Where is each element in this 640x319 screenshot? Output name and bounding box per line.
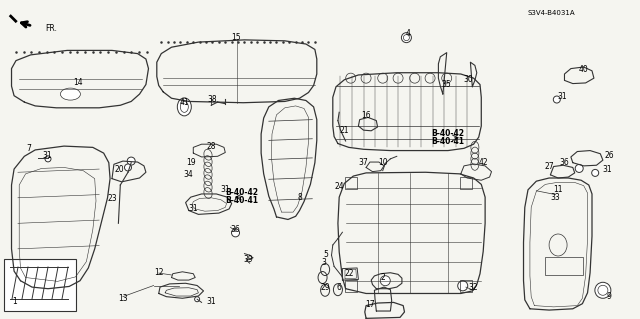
Text: B-40-42: B-40-42 bbox=[431, 130, 465, 138]
Text: 13: 13 bbox=[118, 294, 128, 303]
Bar bbox=[545, 257, 583, 275]
Text: 23: 23 bbox=[108, 194, 118, 203]
Text: 11: 11 bbox=[554, 185, 563, 194]
Circle shape bbox=[380, 276, 390, 286]
Text: 29: 29 bbox=[320, 283, 330, 292]
Text: 20: 20 bbox=[114, 165, 124, 174]
Bar bbox=[345, 177, 356, 189]
Text: B-40-42: B-40-42 bbox=[225, 189, 259, 197]
Text: 6: 6 bbox=[337, 283, 342, 292]
Text: 12: 12 bbox=[154, 268, 163, 277]
Text: 24: 24 bbox=[334, 182, 344, 191]
Text: 8: 8 bbox=[297, 193, 302, 202]
Bar bbox=[460, 177, 472, 189]
Text: 10: 10 bbox=[378, 158, 388, 167]
Circle shape bbox=[45, 156, 51, 162]
Text: 41: 41 bbox=[179, 98, 189, 107]
Text: 7: 7 bbox=[26, 144, 31, 153]
Text: 40: 40 bbox=[579, 65, 589, 74]
Circle shape bbox=[127, 157, 135, 165]
Text: 4: 4 bbox=[406, 29, 411, 38]
Text: 32: 32 bbox=[468, 283, 479, 292]
Text: B-40-41: B-40-41 bbox=[431, 137, 465, 146]
Bar bbox=[4, 259, 76, 311]
Text: 31: 31 bbox=[188, 204, 198, 213]
Text: 31: 31 bbox=[557, 92, 567, 101]
Text: 39: 39 bbox=[243, 255, 253, 263]
Circle shape bbox=[232, 229, 239, 237]
Bar bbox=[345, 279, 356, 292]
Circle shape bbox=[458, 281, 468, 291]
Text: 31: 31 bbox=[42, 151, 52, 160]
Text: 34: 34 bbox=[183, 170, 193, 179]
Text: 5: 5 bbox=[323, 250, 328, 259]
Text: 28: 28 bbox=[207, 142, 216, 151]
Text: 36: 36 bbox=[230, 225, 241, 234]
Text: 33: 33 bbox=[550, 193, 561, 202]
Ellipse shape bbox=[180, 101, 188, 112]
Text: 37: 37 bbox=[358, 158, 369, 167]
Text: B-40-41: B-40-41 bbox=[225, 197, 259, 205]
Text: 31: 31 bbox=[602, 165, 612, 174]
Text: 38: 38 bbox=[207, 95, 218, 104]
Text: FR.: FR. bbox=[45, 24, 57, 33]
Bar bbox=[460, 279, 472, 292]
Text: 15: 15 bbox=[230, 33, 241, 42]
Text: 31: 31 bbox=[220, 185, 230, 194]
Text: 35: 35 bbox=[442, 80, 452, 89]
Text: 14: 14 bbox=[73, 78, 83, 87]
Circle shape bbox=[125, 164, 131, 171]
Text: 42: 42 bbox=[478, 158, 488, 167]
Text: 9: 9 bbox=[607, 292, 612, 300]
Ellipse shape bbox=[177, 98, 191, 116]
Text: 16: 16 bbox=[361, 111, 371, 120]
Text: 27: 27 bbox=[544, 162, 554, 171]
Text: 31: 31 bbox=[206, 297, 216, 306]
Text: 26: 26 bbox=[604, 151, 614, 160]
Ellipse shape bbox=[60, 88, 81, 100]
Text: 2: 2 bbox=[380, 273, 385, 282]
Text: 21: 21 bbox=[340, 126, 349, 135]
Circle shape bbox=[575, 164, 583, 173]
Circle shape bbox=[592, 169, 598, 176]
Text: 30: 30 bbox=[463, 75, 474, 84]
Circle shape bbox=[401, 33, 412, 43]
Text: 22: 22 bbox=[344, 269, 353, 278]
Circle shape bbox=[195, 297, 200, 302]
Text: 19: 19 bbox=[186, 158, 196, 167]
Text: 36: 36 bbox=[559, 158, 570, 167]
Text: 1: 1 bbox=[12, 297, 17, 306]
Text: 3: 3 bbox=[321, 258, 326, 267]
Circle shape bbox=[595, 282, 611, 298]
Text: 17: 17 bbox=[365, 300, 375, 309]
Circle shape bbox=[554, 96, 560, 103]
Text: S3V4-B4031A: S3V4-B4031A bbox=[528, 10, 575, 16]
